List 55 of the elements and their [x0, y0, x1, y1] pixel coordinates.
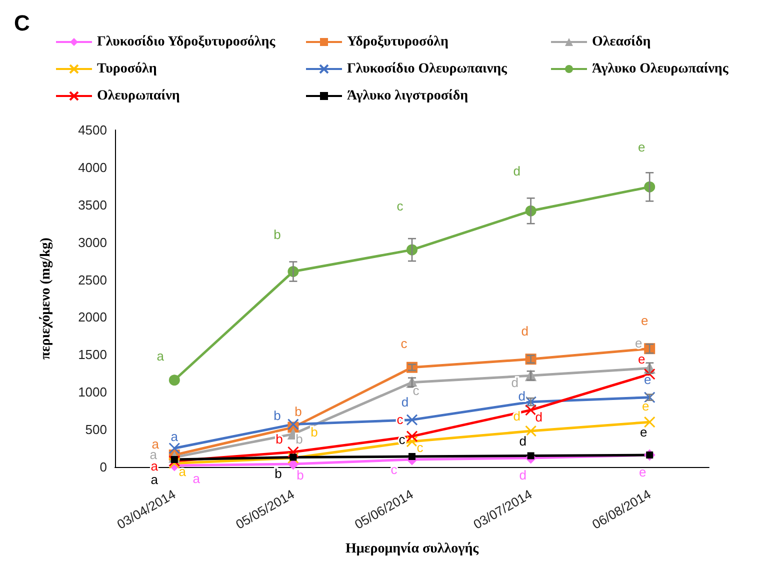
- annotation: c: [400, 336, 408, 351]
- y-tick-label: 2500: [78, 272, 107, 288]
- legend-label: Ολευρωπαίνη: [97, 88, 180, 104]
- annotation: b: [310, 424, 318, 440]
- annotation: e: [638, 139, 646, 154]
- y-tick-label: 3500: [78, 197, 107, 212]
- annotation: a: [156, 348, 165, 364]
- annotation: d: [521, 324, 528, 339]
- y-tick-label: 2000: [78, 310, 107, 325]
- annotation: e: [638, 352, 646, 367]
- annotation: c: [396, 198, 404, 214]
- legend-label: Υδροξυτυροσόλη: [347, 34, 449, 50]
- y-tick-label: 500: [85, 422, 107, 438]
- annotation: d: [518, 388, 526, 404]
- y-tick-label: 1000: [78, 384, 107, 400]
- legend-label: Άγλυκο λιγστροσίδη: [347, 88, 468, 104]
- annotation: b: [274, 408, 281, 423]
- annotation: a: [170, 428, 179, 444]
- annotation: b: [274, 466, 282, 481]
- annotation: d: [519, 433, 526, 448]
- y-tick-label: 4500: [78, 122, 107, 138]
- y-tick-label: 0: [100, 460, 107, 474]
- annotation: b: [276, 432, 283, 447]
- annotation: d: [513, 163, 520, 178]
- annotation: e: [638, 464, 646, 480]
- annotation: c: [398, 432, 406, 448]
- legend-label: Άγλυκο Ολευρωπαίνης: [592, 62, 730, 76]
- annotation: b: [296, 468, 304, 483]
- annotation: a: [192, 471, 201, 486]
- y-tick-label: 1500: [78, 347, 107, 362]
- legend-label: Γλυκοσίδιο Ολευρωπαινης: [347, 62, 508, 76]
- annotation: e: [634, 336, 642, 351]
- annotation: c: [416, 440, 424, 456]
- annotation: e: [640, 313, 648, 328]
- annotation: b: [274, 227, 281, 242]
- annotation: e: [644, 372, 652, 387]
- legend-label: Γλυκοσίδιο Υδροξυτυροσόλης: [97, 34, 276, 50]
- x-axis-title: Ημερομηνία συλλογής: [345, 542, 480, 556]
- annotation: a: [178, 464, 187, 479]
- annotation: d: [401, 394, 409, 410]
- text: C: [14, 10, 30, 36]
- annotation: e: [642, 398, 650, 414]
- annotation: a: [150, 472, 159, 488]
- legend-label: Ολεασίδη: [592, 34, 651, 50]
- annotation: d: [511, 375, 518, 390]
- annotation: b: [294, 404, 302, 419]
- annotation: a: [152, 436, 160, 452]
- y-axis-title: περιεχόμενο (mg/kg): [38, 237, 54, 360]
- y-tick-label: 3000: [78, 234, 107, 250]
- annotation: c: [412, 382, 420, 398]
- legend-label: Τυροσόλη: [97, 62, 157, 76]
- annotation: d: [519, 468, 526, 483]
- annotation: e: [640, 424, 648, 440]
- annotation: d: [535, 410, 542, 425]
- y-tick-label: 4000: [78, 160, 107, 175]
